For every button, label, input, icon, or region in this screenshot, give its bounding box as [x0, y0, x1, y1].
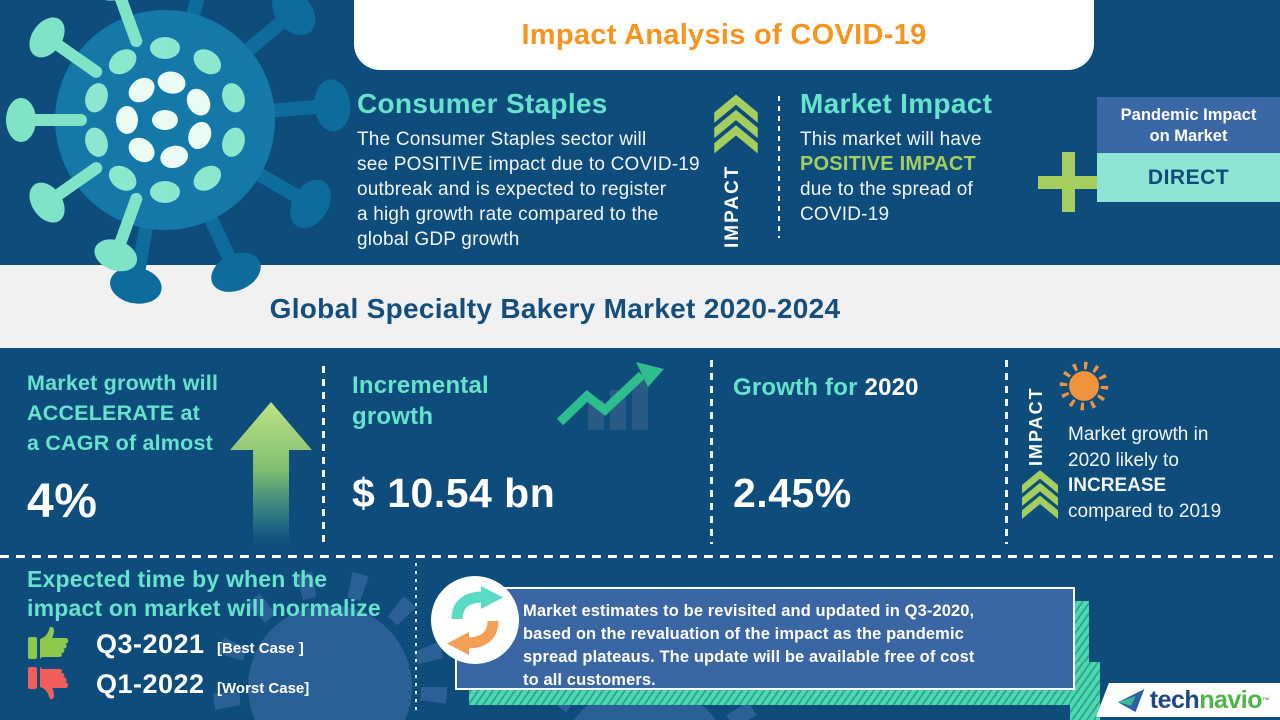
virus-icon — [1059, 361, 1109, 411]
incremental-label-line: growth — [352, 403, 434, 430]
cagr-stat: Market growth will ACCELERATE at a CAGR … — [27, 368, 218, 529]
growth-label: Growth for — [733, 374, 865, 401]
market-impact-line: This market will have — [800, 129, 982, 150]
divider-dashed-horizontal — [0, 555, 1280, 558]
top-band: Impact Analysis of COVID-19 Consumer Sta… — [0, 0, 1280, 265]
market-title: Global Specialty Bakery Market 2020-2024 — [269, 293, 841, 324]
best-case-label: [Best Case ] — [217, 640, 304, 657]
up-arrow-icon — [230, 402, 312, 554]
normalize-section: Expected time by when the impact on mark… — [27, 565, 381, 622]
impact-line: compared to 2019 — [1068, 500, 1222, 522]
note-line: spread plateaus. The update will be avai… — [523, 648, 975, 666]
consumer-staples-section: Consumer Staples The Consumer Staples se… — [357, 88, 700, 252]
plus-icon — [1038, 152, 1098, 212]
best-case-row: Q3-2021 [Best Case ] — [96, 629, 304, 660]
divider-dashed-vertical — [1005, 360, 1008, 544]
pandemic-impact-badge-header: Pandemic Impact on Market — [1097, 97, 1280, 153]
market-impact-section: Market Impact This market will have POSI… — [800, 88, 992, 227]
divider-dotted-vertical — [415, 563, 417, 711]
stats-band: Market growth will ACCELERATE at a CAGR … — [0, 348, 1280, 557]
bottom-band: Expected time by when the impact on mark… — [0, 557, 1280, 720]
cagr-value: 4% — [27, 475, 98, 528]
growth-2020-stat: Growth for 2020 — [733, 372, 919, 403]
thumbs-down-icon — [28, 667, 69, 700]
impact-line: 2020 likely to — [1068, 449, 1179, 471]
impact-highlight: INCREASE — [1068, 475, 1167, 496]
note-box: Market estimates to be revisited and upd… — [455, 587, 1075, 690]
incremental-label-line: Incremental — [352, 372, 489, 399]
cagr-line: ACCELERATE at — [27, 401, 201, 425]
badge-header-line: on Market — [1149, 127, 1228, 145]
divider-dashed-vertical — [322, 366, 325, 544]
market-impact-line: COVID-19 — [800, 204, 890, 225]
consumer-body-line: The Consumer Staples sector will — [357, 129, 647, 150]
cagr-line: Market growth will — [27, 371, 219, 395]
badge-header-line: Pandemic Impact — [1120, 106, 1257, 124]
worst-case-value: Q1-2022 — [96, 669, 205, 699]
trend-chart-icon — [556, 362, 664, 430]
logo-trademark: ™ — [1262, 695, 1270, 705]
note-line: to all customers. — [523, 671, 656, 689]
worst-case-label: [Worst Case] — [217, 680, 310, 697]
stripe-decoration — [1070, 662, 1100, 720]
thumbs-up-icon — [28, 626, 69, 659]
market-impact-title: Market Impact — [800, 88, 993, 119]
impact-vertical-label: IMPACT — [1026, 386, 1046, 466]
growth-year: 2020 — [864, 374, 919, 401]
consumer-body-line: see POSITIVE impact due to COVID-19 — [357, 154, 700, 175]
growth-value: 2.45% — [733, 470, 852, 516]
refresh-icon — [431, 576, 519, 664]
consumer-body-line: a high growth rate compared to the — [357, 204, 659, 225]
divider-dashed-vertical — [710, 360, 713, 544]
market-impact-line: due to the spread of — [800, 179, 974, 200]
consumer-body-line: global GDP growth — [357, 229, 520, 250]
worst-case-row: Q1-2022 [Worst Case] — [96, 669, 309, 700]
note-line: based on the revaluation of the impact a… — [523, 625, 964, 643]
pandemic-impact-badge-value: DIRECT — [1097, 153, 1280, 202]
normalize-heading-line: impact on market will normalize — [27, 594, 381, 621]
impact-vertical-label: IMPACT — [722, 164, 743, 248]
chevron-up-icon — [1022, 470, 1058, 519]
title-banner: Impact Analysis of COVID-19 — [354, 0, 1094, 70]
chevron-up-icon — [714, 94, 758, 154]
virus-illustration — [6, 0, 351, 304]
incremental-value: $ 10.54 bn — [352, 470, 556, 516]
divider-dashed-vertical — [778, 96, 780, 238]
normalize-heading-line: Expected time by when the — [27, 566, 328, 592]
market-impact-highlight: POSITIVE IMPACT — [800, 153, 976, 175]
cagr-line: a CAGR of almost — [27, 431, 213, 455]
consumer-body-line: outbreak and is expected to register — [357, 179, 667, 200]
technavio-arrow-icon — [1117, 688, 1145, 712]
banner-title: Impact Analysis of COVID-19 — [521, 19, 927, 51]
consumer-staples-title: Consumer Staples — [357, 88, 608, 119]
impact-2020-text: Market growth in 2020 likely to INCREASE… — [1068, 422, 1221, 524]
note-line: Market estimates to be revisited and upd… — [523, 602, 975, 620]
logo-text-navio: navio — [1199, 685, 1262, 714]
best-case-value: Q3-2021 — [96, 629, 205, 659]
impact-line: Market growth in — [1068, 424, 1209, 445]
incremental-growth-stat: Incremental growth — [352, 370, 489, 432]
technavio-logo: tech navio ™ — [1096, 683, 1280, 717]
logo-text-tech: tech — [1149, 685, 1200, 714]
